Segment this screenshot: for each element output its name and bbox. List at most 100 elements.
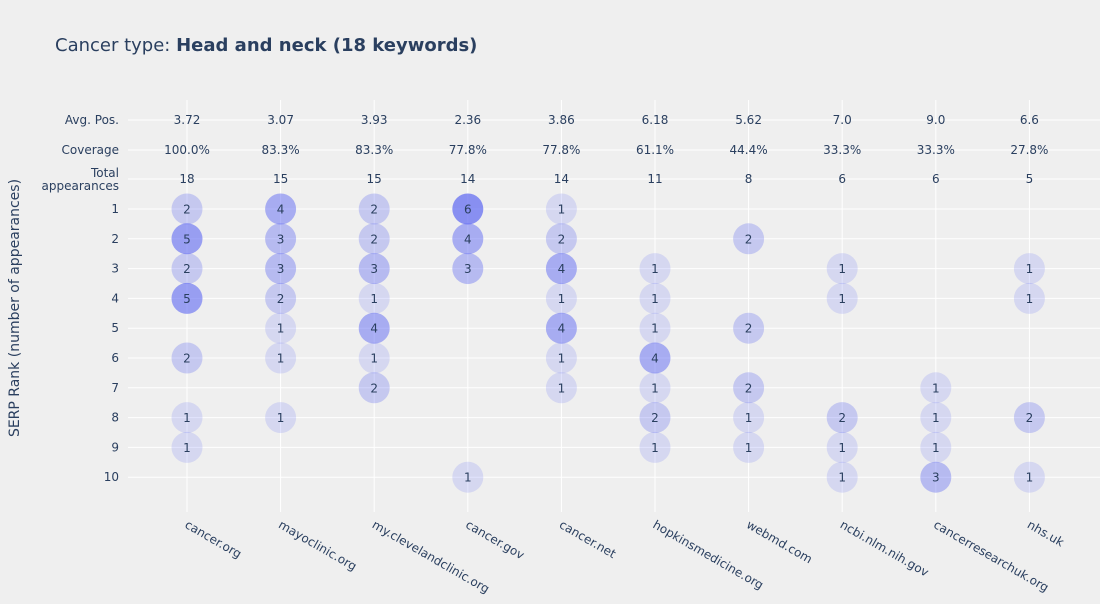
grid-layer [128, 100, 1100, 512]
bubble-count-label: 2 [277, 292, 285, 306]
bubble-marker[interactable] [733, 372, 765, 404]
bubble-count-label: 1 [838, 441, 846, 455]
bubble-count-label: 1 [651, 381, 659, 395]
bubble-marker[interactable] [826, 461, 858, 493]
bubble-marker[interactable] [826, 402, 858, 434]
bubble-count-label: 4 [558, 262, 566, 276]
bubble-marker[interactable] [826, 253, 858, 285]
bubble-marker[interactable] [545, 312, 577, 344]
bubble-marker[interactable] [452, 253, 484, 285]
bubble-count-label: 1 [651, 322, 659, 336]
bubble-marker[interactable] [358, 372, 390, 404]
chart-title: Cancer type: Head and neck (18 keywords) [55, 35, 477, 56]
bubble-marker[interactable] [171, 223, 203, 255]
bubble-marker[interactable] [545, 342, 577, 374]
bubble-count-label: 1 [745, 441, 753, 455]
y-tick-label: 7 [111, 381, 119, 395]
summary-value: 6 [838, 172, 846, 186]
y-tick-label: 6 [111, 351, 119, 365]
bubble-count-label: 1 [838, 262, 846, 276]
bubble-marker[interactable] [1013, 402, 1045, 434]
bubble-marker[interactable] [171, 193, 203, 225]
bubble-marker[interactable] [358, 312, 390, 344]
summary-value: 6 [932, 172, 940, 186]
bubble-marker[interactable] [452, 223, 484, 255]
bubble-marker[interactable] [358, 342, 390, 374]
bubble-marker[interactable] [171, 342, 203, 374]
bubble-count-label: 2 [183, 352, 191, 366]
bubble-marker[interactable] [920, 402, 952, 434]
bubble-layer: 2 5 2 5 2 1 1 4 3 3 2 1 1 1 2 2 3 1 4 1 2 6 4 3 1 1 2 4 1 4 1 1 1 1 1 4 1 2 1 2… [171, 193, 1045, 493]
bubble-count-label: 1 [277, 411, 285, 425]
bubble-marker[interactable] [639, 253, 671, 285]
bubble-marker[interactable] [545, 193, 577, 225]
x-tick-label: ncbi.nlm.nih.gov [838, 517, 931, 579]
bubble-marker[interactable] [545, 282, 577, 314]
bubble-marker[interactable] [826, 431, 858, 463]
summary-value: 9.0 [926, 113, 945, 127]
summary-value: 3.86 [548, 113, 575, 127]
bubble-marker[interactable] [920, 461, 952, 493]
summary-value: 100.0% [164, 143, 210, 157]
bubble-count-label: 1 [277, 352, 285, 366]
summary-value: 33.3% [823, 143, 861, 157]
bubble-marker[interactable] [358, 223, 390, 255]
bubble-marker[interactable] [545, 372, 577, 404]
bubble-marker[interactable] [358, 193, 390, 225]
x-tick-label: webmd.com [744, 517, 815, 566]
bubble-count-label: 5 [183, 232, 191, 246]
bubble-marker[interactable] [920, 431, 952, 463]
bubble-marker[interactable] [920, 372, 952, 404]
bubble-marker[interactable] [265, 223, 297, 255]
bubble-marker[interactable] [265, 402, 297, 434]
bubble-marker[interactable] [265, 342, 297, 374]
summary-value: 3.93 [361, 113, 388, 127]
summary-row-label-line: Total [90, 166, 119, 180]
y-tick-label: 9 [111, 440, 119, 454]
bubble-marker[interactable] [265, 312, 297, 344]
bubble-marker[interactable] [171, 431, 203, 463]
bubble-marker[interactable] [265, 253, 297, 285]
bubble-count-label: 2 [1026, 411, 1034, 425]
bubble-marker[interactable] [171, 402, 203, 434]
bubble-marker[interactable] [639, 282, 671, 314]
bubble-marker[interactable] [452, 461, 484, 493]
summary-value: 27.8% [1010, 143, 1048, 157]
bubble-marker[interactable] [733, 312, 765, 344]
summary-value: 7.0 [833, 113, 852, 127]
bubble-count-label: 1 [558, 352, 566, 366]
bubble-count-label: 2 [745, 232, 753, 246]
summary-value: 14 [554, 172, 569, 186]
bubble-marker[interactable] [171, 253, 203, 285]
bubble-marker[interactable] [733, 223, 765, 255]
bubble-count-label: 3 [464, 262, 472, 276]
bubble-marker[interactable] [639, 312, 671, 344]
bubble-marker[interactable] [452, 193, 484, 225]
bubble-count-label: 1 [1026, 262, 1034, 276]
bubble-marker[interactable] [639, 402, 671, 434]
bubble-marker[interactable] [826, 282, 858, 314]
bubble-marker[interactable] [265, 193, 297, 225]
bubble-marker[interactable] [358, 253, 390, 285]
bubble-marker[interactable] [639, 342, 671, 374]
bubble-marker[interactable] [545, 253, 577, 285]
bubble-marker[interactable] [358, 282, 390, 314]
summary-value: 6.6 [1020, 113, 1039, 127]
bubble-marker[interactable] [1013, 461, 1045, 493]
bubble-count-label: 5 [183, 292, 191, 306]
summary-row-label: Avg. Pos. [65, 113, 119, 127]
summary-value: 11 [647, 172, 662, 186]
bubble-marker[interactable] [171, 282, 203, 314]
bubble-marker[interactable] [1013, 253, 1045, 285]
bubble-marker[interactable] [265, 282, 297, 314]
summary-value: 6.18 [642, 113, 669, 127]
bubble-marker[interactable] [733, 431, 765, 463]
bubble-marker[interactable] [1013, 282, 1045, 314]
bubble-marker[interactable] [639, 431, 671, 463]
bubble-marker[interactable] [639, 372, 671, 404]
bubble-count-label: 1 [558, 203, 566, 217]
y-tick-label: 10 [104, 470, 119, 484]
bubble-marker[interactable] [733, 402, 765, 434]
bubble-marker[interactable] [545, 223, 577, 255]
